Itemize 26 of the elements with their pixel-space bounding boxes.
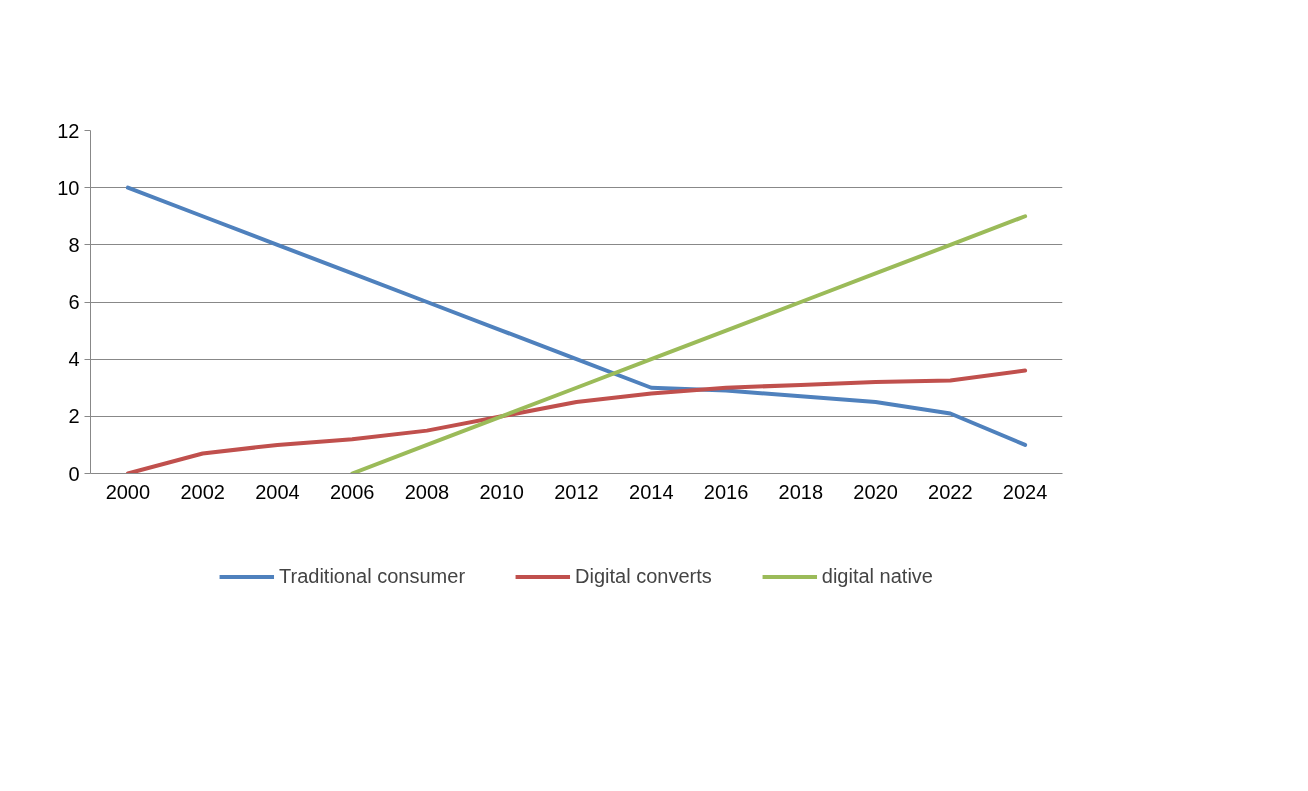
x-tick-label: 2002	[180, 480, 225, 503]
x-tick-label: 2004	[255, 480, 300, 503]
x-tick-label: 2000	[105, 480, 151, 503]
legend-label: Digital converts	[575, 564, 712, 588]
x-tick-label: 2012	[554, 480, 599, 503]
x-tick-label: 2022	[928, 480, 973, 503]
x-tick-label: 2016	[703, 480, 749, 503]
legend-label: digital native	[821, 564, 933, 588]
x-tick-label: 2006	[329, 480, 375, 503]
y-tick-label: 4	[68, 348, 80, 371]
x-tick-label: 2018	[778, 480, 824, 503]
x-tick-label: 2020	[853, 480, 898, 503]
x-tick-label: 2010	[479, 480, 524, 503]
x-tick-label: 2014	[629, 480, 674, 503]
legend-label: Traditional consumer	[279, 564, 466, 588]
y-tick-label: 8	[68, 233, 80, 256]
y-tick-label: 10	[57, 176, 80, 199]
x-tick-label: 2008	[404, 480, 450, 503]
line-series	[350, 214, 1028, 474]
y-tick-label: 6	[68, 291, 80, 313]
line-series	[125, 185, 1028, 447]
y-tick-label: 12	[57, 119, 80, 142]
y-tick-label: 2	[68, 405, 80, 428]
y-tick-label: 0	[68, 462, 80, 485]
x-tick-label: 2024	[1002, 480, 1048, 503]
line-series	[125, 368, 1028, 474]
